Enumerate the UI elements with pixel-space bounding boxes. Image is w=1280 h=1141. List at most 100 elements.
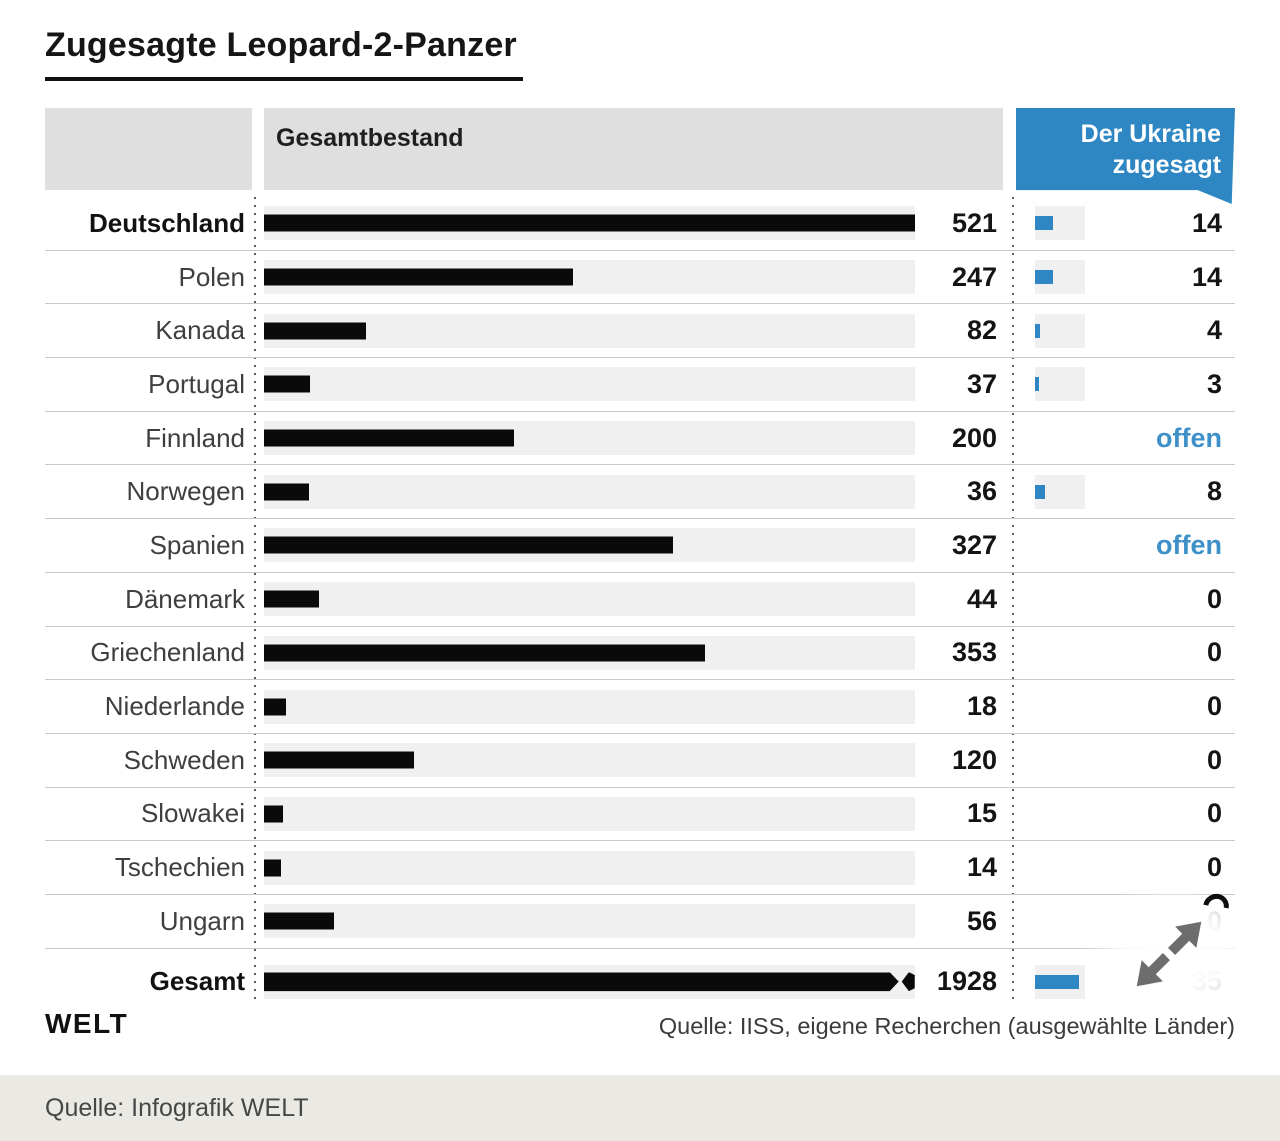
table-row: Tschechien 14 0 [45,840,1235,894]
total-bar [264,429,514,447]
total-bar-track [264,904,915,939]
total-bar [264,375,311,393]
total-value: 353 [951,637,997,668]
total-bar [264,214,915,232]
dotted-separator-right [1012,197,1014,1001]
pledged-value: 0 [1206,852,1222,883]
total-bar-track [264,313,915,348]
pledged-value: 0 [1206,691,1222,722]
row-label: Norwegen [126,476,245,507]
total-bar [264,698,287,716]
table-row: Niederlande 18 0 [45,679,1235,733]
pledged-value: 0 [1206,744,1222,775]
total-bar [264,536,673,554]
total-column-header-label: Gesamtbestand [276,124,464,152]
total-value: 82 [966,315,997,346]
total-bar-track [264,689,915,724]
table-row: Portugal 37 3 [45,357,1235,411]
total-value: 18 [966,691,997,722]
row-label: Schweden [123,744,245,775]
row-label: Gesamt [149,966,245,997]
pledged-value: 4 [1206,315,1222,346]
total-bar [264,751,414,769]
total-bar-track [264,421,915,456]
source-note: Quelle: IISS, eigene Recherchen (ausgewä… [658,1013,1235,1039]
table-row: Kanada 82 4 [45,303,1235,357]
total-bar-track [264,206,915,241]
table-row: Spanien 327 offen [45,518,1235,572]
total-value: 1928 [936,966,997,997]
row-label: Slowakei [140,798,245,829]
row-label: Polen [178,261,246,292]
total-value: 247 [951,261,997,292]
pledged-bar-track [1035,260,1085,295]
total-value: 327 [951,529,997,560]
total-bar-track [264,528,915,563]
table-row: Finnland 200 offen [45,410,1235,465]
total-value: 120 [951,744,997,775]
pledged-value: 0 [1206,798,1222,829]
total-value: 14 [966,852,997,883]
pledged-header-line1: Der Ukraine [1080,120,1221,148]
row-label: Tschechien [114,852,245,883]
total-bar-track [264,474,915,509]
total-value: 36 [966,476,997,507]
total-bar-track [264,260,915,295]
pledged-value: 8 [1206,476,1222,507]
row-label: Ungarn [159,905,245,936]
total-bar-track [264,582,915,617]
total-bar [264,912,334,930]
pledged-value: 0 [1206,637,1222,668]
total-value: 56 [966,905,997,936]
pledged-bar [1035,974,1079,989]
total-bar-track [264,796,915,831]
total-bar-track [264,850,915,885]
chart-rows: Deutschland 521 14 Polen 247 14 Kanada [45,197,1235,1015]
total-bar [264,644,706,662]
expand-arrows-icon[interactable] [1123,903,1223,998]
pledged-bar [1035,216,1053,231]
pledged-bar [1035,270,1053,285]
total-value: 44 [966,583,997,614]
row-label: Kanada [155,315,245,346]
pledged-bar [1035,323,1040,338]
pledged-bar-track [1035,313,1085,348]
total-bar [264,590,319,608]
row-label: Niederlande [104,691,245,722]
table-row: Ungarn 56 0 [45,893,1235,948]
total-bar [264,805,283,823]
welt-logo: WELT [45,1008,129,1039]
total-bar [264,483,309,501]
dotted-separator-left [254,197,256,1001]
pledged-value: 14 [1191,261,1222,292]
row-label: Griechenland [90,637,245,668]
caption-text: Quelle: Infografik WELT [45,1093,309,1122]
pledged-header-line2: zugesagt [1112,151,1221,179]
pledged-value: 14 [1191,207,1222,238]
pledged-bar-track [1035,474,1085,509]
pledged-value: offen [1156,529,1222,560]
row-label: Spanien [149,529,245,560]
total-bar-track [264,964,915,999]
pledged-value: 0 [1206,583,1222,614]
bar-break-icon [901,972,915,992]
total-value: 15 [966,798,997,829]
header-col-total: Gesamtbestand [264,108,1003,190]
total-value: 37 [966,368,997,399]
table-row: Polen 247 14 [45,249,1235,304]
pledged-bar [1035,377,1039,392]
total-bar [264,859,282,877]
table-row: Gesamt 1928 35 [45,947,1235,1015]
header-label-column-box [45,108,252,190]
total-bar [264,322,367,340]
total-value: 521 [951,207,997,238]
pledged-bar [1035,484,1045,499]
pledged-value: offen [1156,422,1222,453]
row-label: Portugal [148,368,245,399]
row-label: Dänemark [125,583,245,614]
pledged-bar-track [1035,206,1085,241]
row-label: Finnland [145,422,245,453]
row-label: Deutschland [88,207,245,238]
table-row: Griechenland 353 0 [45,625,1235,680]
table-row: Schweden 120 0 [45,732,1235,787]
